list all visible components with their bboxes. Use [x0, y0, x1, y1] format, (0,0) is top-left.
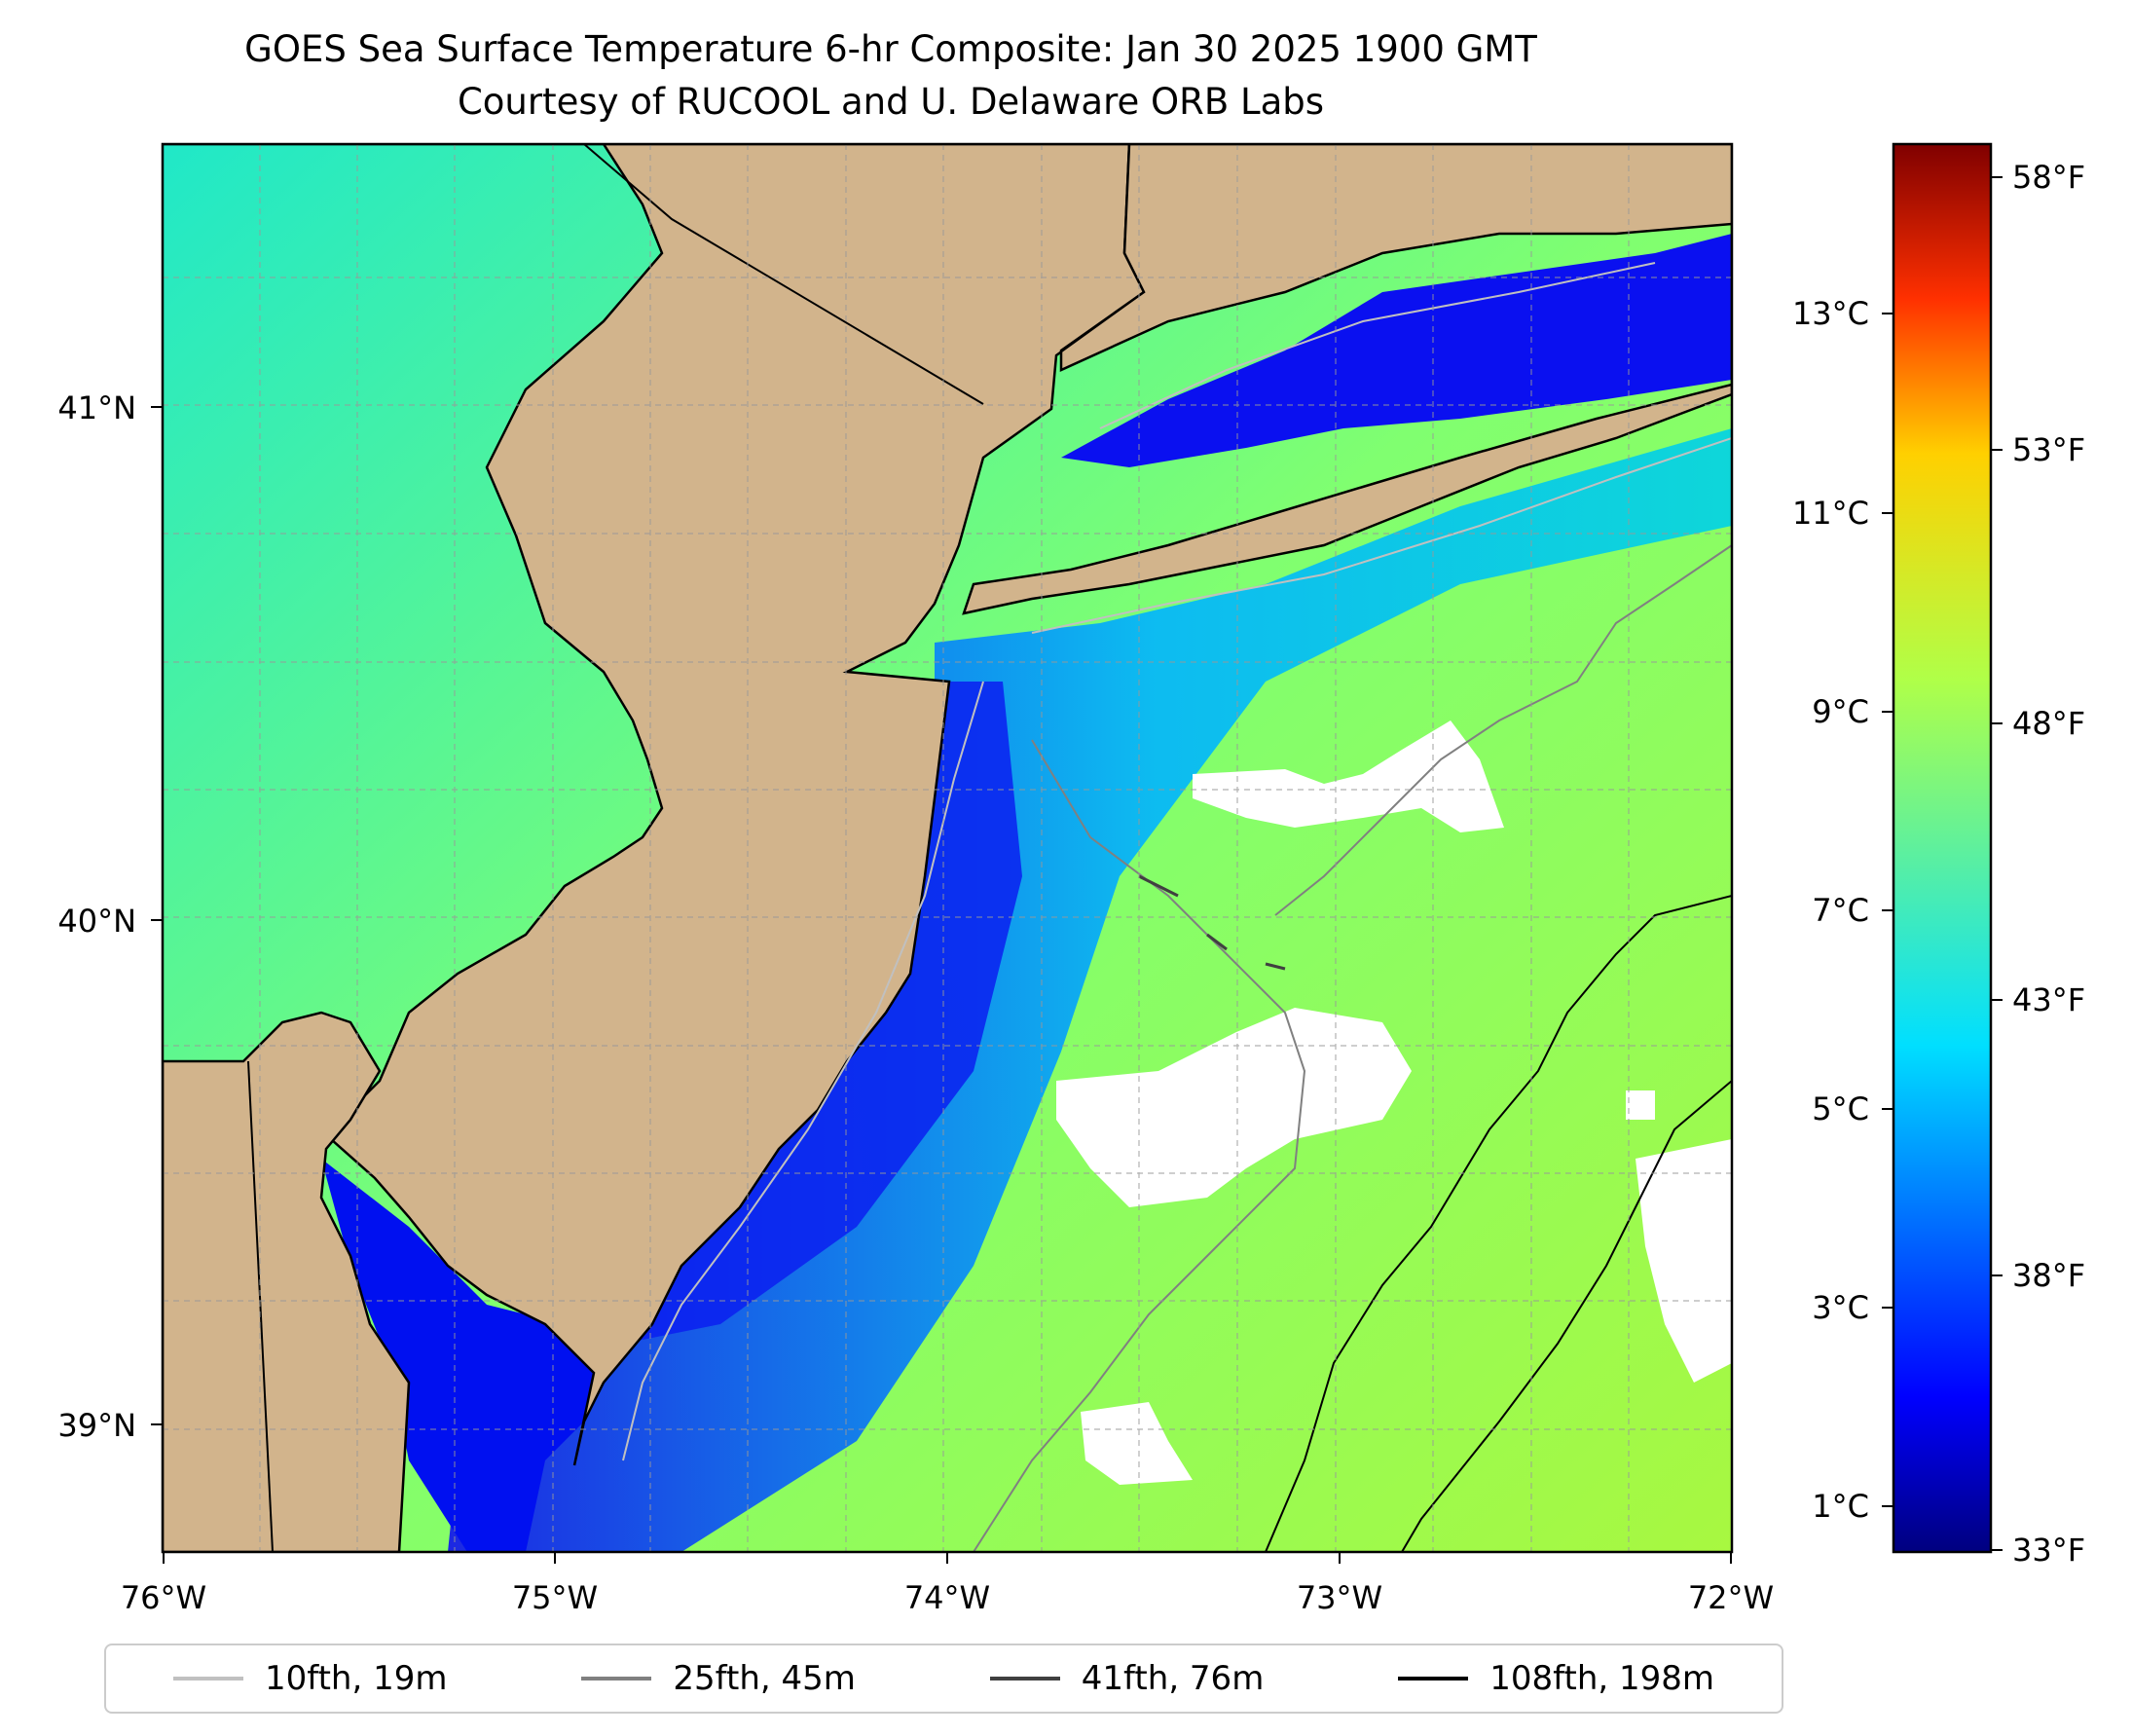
legend-swatch: [172, 1677, 243, 1681]
colorbar: [1892, 142, 1993, 1554]
cloud-gap: [1056, 1008, 1412, 1207]
isobath-108fth: [1401, 1080, 1732, 1552]
cloud-gap: [1636, 1139, 1732, 1383]
legend-swatch: [989, 1677, 1060, 1681]
fahrenheit-tick-label: 43°F: [2012, 981, 2085, 1018]
y-tick-label: 41°N: [57, 389, 136, 426]
celsius-tick-label: 13°C: [1792, 295, 1869, 332]
celsius-tick-label: 5°C: [1812, 1090, 1869, 1127]
isobath-legend: 10fth, 19m 25fth, 45m 41fth, 76m 108fth,…: [104, 1644, 1783, 1714]
x-tick-label: 74°W: [904, 1579, 990, 1616]
legend-item: 108fth, 198m: [1398, 1659, 1714, 1698]
isobath-10fth: [1099, 262, 1656, 429]
colorbar-ticks: [1882, 176, 2003, 1551]
legend-label: 25fth, 45m: [673, 1659, 856, 1698]
legend-label: 10fth, 19m: [264, 1659, 448, 1698]
cloud-gap: [1193, 720, 1504, 832]
map-subtitle: Courtesy of RUCOOL and U. Delaware ORB L…: [457, 81, 1325, 123]
x-tick-label: 73°W: [1297, 1579, 1382, 1616]
colorbar-celsius-labels: 13°C 11°C 9°C 7°C 5°C 3°C 1°C: [1792, 295, 1869, 1525]
long-island-sound-sst: [1061, 234, 1732, 467]
colorbar-fahrenheit-labels: 58°F 53°F 48°F 43°F 38°F 33°F: [2012, 159, 2085, 1569]
map-title: GOES Sea Surface Temperature 6-hr Compos…: [244, 28, 1537, 70]
axis-ticks: [151, 406, 1732, 1564]
isobath-25fth: [1274, 544, 1732, 916]
fahrenheit-tick-label: 53°F: [2012, 431, 2085, 468]
legend-swatch: [1398, 1677, 1469, 1681]
gridlines: [163, 144, 1732, 1552]
x-axis-labels: 76°W 75°W 74°W 73°W 72°W: [121, 1579, 1774, 1616]
x-tick-label: 76°W: [121, 1579, 206, 1616]
legend-item: 41fth, 76m: [989, 1659, 1265, 1698]
x-tick-label: 72°W: [1688, 1579, 1774, 1616]
isobath-10fth: [622, 681, 984, 1461]
border-ny-nj: [583, 144, 984, 405]
y-tick-label: 39°N: [57, 1407, 136, 1444]
x-tick-label: 75°W: [512, 1579, 598, 1616]
celsius-tick-label: 11°C: [1792, 495, 1869, 532]
legend-label: 41fth, 76m: [1081, 1659, 1265, 1698]
celsius-tick-label: 9°C: [1812, 693, 1869, 730]
legend-item: 25fth, 45m: [581, 1659, 856, 1698]
celsius-tick-label: 3°C: [1812, 1289, 1869, 1326]
land-long-island-ct: [962, 144, 1732, 615]
isobath-41fth: [1138, 874, 1286, 971]
map-area: [163, 144, 1732, 1552]
fahrenheit-tick-label: 58°F: [2012, 159, 2085, 196]
sst-map-figure: 76°W 75°W 74°W 73°W 72°W 41°N 40°N 39°N …: [57, 142, 2085, 1616]
legend-label: 108fth, 198m: [1489, 1659, 1714, 1698]
fahrenheit-tick-label: 33°F: [2012, 1532, 2085, 1569]
border-ny-ct: [1055, 291, 1145, 356]
y-tick-label: 40°N: [57, 903, 136, 940]
delaware-bay-sst: [321, 1159, 599, 1552]
y-axis-labels: 41°N 40°N 39°N: [57, 389, 136, 1444]
land-delaware: [163, 1011, 411, 1552]
cloud-gap: [1626, 1090, 1655, 1120]
isobath-10fth: [1031, 437, 1732, 634]
cloud-gap: [1081, 1402, 1193, 1485]
celsius-tick-label: 1°C: [1812, 1488, 1869, 1525]
celsius-tick-label: 7°C: [1812, 892, 1869, 929]
legend-item: 10fth, 19m: [172, 1659, 448, 1698]
fahrenheit-tick-label: 48°F: [2012, 705, 2085, 742]
land-new-jersey: [163, 144, 1146, 1466]
fahrenheit-tick-label: 38°F: [2012, 1257, 2085, 1294]
legend-swatch: [581, 1677, 652, 1681]
